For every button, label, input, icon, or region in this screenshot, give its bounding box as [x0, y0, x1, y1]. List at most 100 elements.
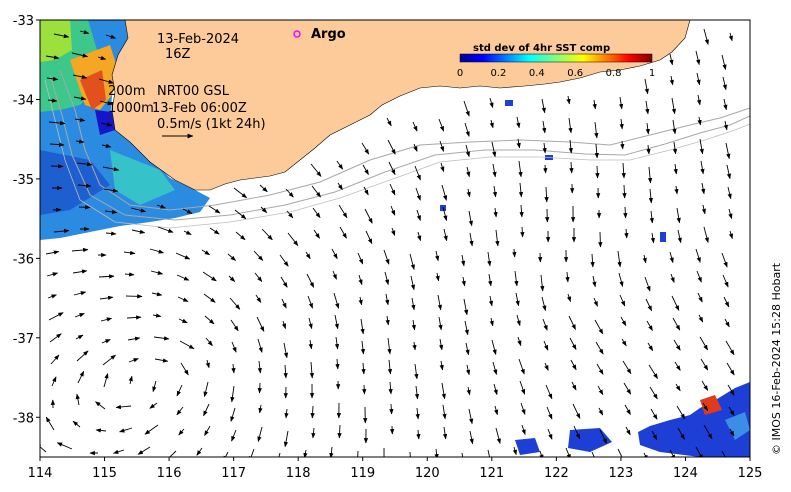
current-arrow: [180, 362, 189, 376]
current-arrow: [417, 231, 422, 242]
current-arrow: [389, 403, 394, 415]
colorbar-tick-label: 0: [457, 68, 463, 79]
current-arrow: [412, 121, 418, 132]
current-arrow: [100, 122, 113, 127]
current-arrow: [642, 254, 647, 264]
current-arrow: [305, 251, 311, 260]
colorbar-tick-label: 0.8: [606, 68, 622, 79]
current-arrow: [625, 426, 631, 436]
current-arrow: [622, 360, 632, 375]
current-arrow: [386, 117, 392, 127]
current-arrow: [621, 162, 626, 179]
current-arrow: [701, 380, 709, 391]
current-arrow: [539, 450, 544, 457]
current-arrow: [696, 270, 702, 283]
current-arrow: [100, 317, 113, 322]
x-tick-label: 117: [221, 466, 246, 481]
current-arrow: [438, 118, 445, 132]
current-arrow: [49, 333, 62, 343]
current-arrow: [722, 274, 729, 288]
current-arrow: [77, 183, 92, 188]
current-arrow: [50, 354, 60, 365]
current-arrow: [721, 54, 727, 71]
current-arrow: [223, 451, 229, 457]
current-arrow: [73, 96, 87, 101]
current-arrow: [175, 252, 191, 260]
current-arrow: [95, 401, 106, 410]
current-arrow: [566, 293, 572, 303]
current-arrow: [227, 253, 237, 261]
current-arrow: [103, 372, 109, 388]
current-arrow: [542, 142, 547, 154]
current-arrow: [728, 406, 735, 417]
current-arrow: [565, 271, 570, 283]
current-arrow: [520, 226, 525, 238]
current-arrow: [415, 187, 421, 201]
current-arrow: [74, 117, 86, 123]
current-arrow: [518, 160, 523, 178]
current-arrow: [48, 120, 66, 126]
current-arrow: [669, 75, 674, 86]
current-arrow: [696, 94, 702, 106]
current-arrow: [726, 164, 732, 180]
current-arrow: [177, 296, 189, 302]
current-arrow: [697, 116, 702, 126]
current-arrow: [203, 381, 209, 398]
x-tick-label: 119: [350, 466, 375, 481]
current-arrow: [205, 359, 210, 369]
x-tick-label: 125: [738, 466, 763, 481]
current-arrow: [387, 337, 392, 355]
plot-frame: [39, 19, 751, 458]
current-arrow: [697, 292, 703, 303]
current-arrow: [547, 428, 553, 440]
current-arrow: [701, 182, 706, 195]
current-arrow: [205, 337, 213, 347]
current-arrow: [260, 206, 268, 213]
current-arrow: [99, 100, 114, 106]
current-arrow: [696, 72, 701, 86]
current-arrow: [365, 230, 373, 245]
current-arrow: [46, 272, 59, 277]
current-arrow: [619, 118, 624, 130]
current-arrow: [646, 144, 651, 155]
current-arrow: [677, 427, 685, 440]
current-arrow: [72, 420, 81, 428]
contour-deep-label: 1000m: [108, 101, 154, 116]
current-arrow: [435, 250, 440, 262]
current-arrow: [699, 138, 704, 155]
current-arrow: [364, 208, 373, 224]
current-arrow: [176, 406, 184, 416]
current-arrow: [492, 185, 498, 198]
current-arrow: [541, 98, 546, 114]
current-arrow: [105, 231, 117, 236]
current-arrow: [383, 249, 390, 265]
credit-label: © IMOS 16-Feb-2024 15:28 Hobart: [770, 262, 783, 455]
current-arrow: [98, 274, 115, 279]
current-arrow: [543, 340, 549, 351]
current-arrow: [543, 164, 548, 174]
current-arrow: [487, 251, 492, 267]
current-arrow: [99, 295, 114, 301]
current-arrow: [201, 249, 211, 256]
current-arrow: [695, 248, 701, 263]
current-arrow: [623, 382, 632, 395]
current-arrow: [105, 34, 117, 39]
current-arrow: [361, 142, 370, 155]
current-arrow: [78, 205, 91, 210]
current-arrow: [495, 427, 501, 444]
current-arrow: [544, 186, 549, 203]
date-label: 13-Feb-2024: [157, 32, 239, 47]
current-arrow: [464, 320, 469, 336]
current-arrow: [435, 272, 440, 282]
current-arrow: [77, 370, 85, 384]
current-arrow: [592, 99, 597, 110]
current-arrow: [72, 269, 88, 274]
x-tick-label: 120: [415, 466, 440, 481]
current-arrow: [231, 363, 236, 374]
current-arrow: [257, 426, 263, 443]
current-arrow: [650, 408, 658, 420]
current-arrow: [515, 292, 520, 307]
current-arrow: [254, 272, 263, 283]
current-arrow: [460, 254, 466, 267]
current-arrow: [649, 210, 654, 224]
